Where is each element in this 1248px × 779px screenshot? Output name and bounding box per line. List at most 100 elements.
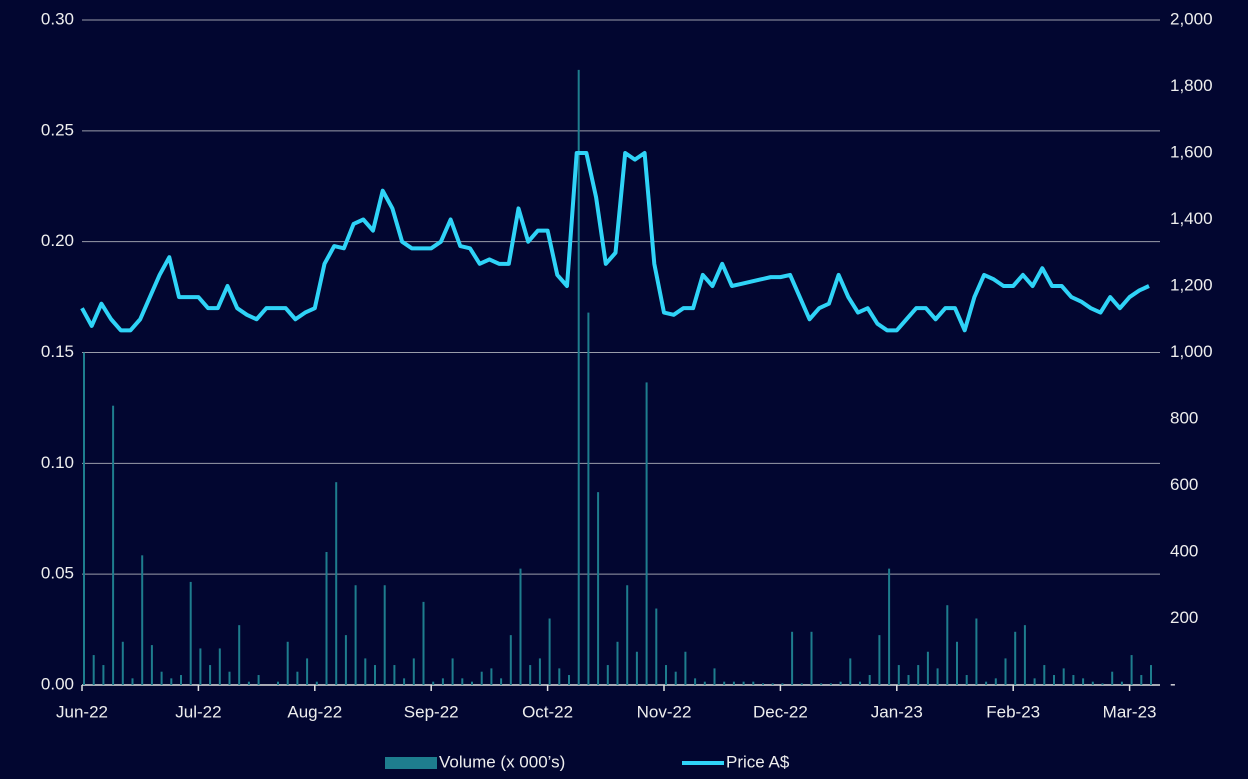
volume-bar [141, 555, 144, 685]
legend-label: Price A$ [726, 752, 790, 771]
volume-bar [364, 658, 367, 685]
volume-bar [888, 568, 891, 685]
x-tick-label: Jul-22 [175, 702, 221, 721]
volume-bar [558, 668, 561, 685]
x-tick-label: Dec-22 [753, 702, 808, 721]
volume-bar [1053, 675, 1055, 685]
volume-bar [509, 635, 512, 685]
volume-bar [1014, 631, 1017, 685]
volume-bar [277, 681, 279, 685]
y2-tick-label: 400 [1170, 541, 1198, 560]
volume-bar [383, 585, 386, 685]
volume-bar [286, 641, 289, 685]
price-line [80, 151, 1150, 333]
volume-bar [92, 655, 95, 685]
volume-bar [655, 608, 658, 685]
volume-bar [451, 658, 454, 685]
x-tick-label: Jan-23 [871, 702, 923, 721]
volume-bar [762, 683, 764, 685]
volume-bar [180, 675, 182, 685]
x-tick-label: Jun-22 [56, 702, 108, 721]
volume-bar [335, 482, 338, 685]
volume-bar [121, 641, 124, 685]
volume-bar [897, 665, 900, 685]
volume-bar [907, 675, 910, 685]
volume-bar [170, 678, 173, 685]
volume-bar [112, 405, 115, 685]
x-tick-label: Aug-22 [287, 702, 342, 721]
volume-bar [354, 585, 357, 685]
volume-bar [1004, 658, 1007, 685]
volume-bar [403, 678, 406, 685]
volume-bar [1101, 683, 1104, 685]
volume-bar [810, 631, 813, 685]
volume-bar [956, 641, 958, 685]
volume-bar [936, 668, 939, 685]
volume-bar [635, 651, 638, 685]
y-tick-label: 0.15 [41, 342, 74, 361]
volume-bar [548, 618, 551, 685]
volume-bar [306, 658, 309, 685]
volume-bar [209, 665, 212, 685]
y-tick-label: 0.30 [41, 9, 74, 28]
volume-bar [820, 683, 823, 685]
volume-bar [480, 671, 483, 685]
volume-bar [732, 681, 735, 685]
y2-tick-label: 2,000 [1170, 9, 1213, 28]
volume-bar [441, 678, 444, 685]
volume-bar [742, 681, 745, 685]
y2-tick-label: 1,200 [1170, 275, 1213, 294]
volume-bar [1111, 671, 1114, 685]
volume-bar [432, 681, 435, 685]
x-tick-label: Feb-23 [986, 702, 1040, 721]
volume-bar [616, 641, 619, 685]
volume-bar [199, 648, 202, 685]
x-tick-label: Nov-22 [637, 702, 692, 721]
x-tick-label: Oct-22 [522, 702, 573, 721]
volume-bar [713, 668, 716, 685]
volume-bar [868, 675, 871, 685]
volume-bar [703, 681, 706, 685]
volume-bar [684, 651, 687, 685]
legend-swatch [385, 757, 437, 769]
x-tick-label: Mar-23 [1103, 702, 1157, 721]
volume-bar [839, 681, 842, 685]
volume-bar [859, 681, 861, 685]
volume-bar [878, 635, 881, 685]
volume-bar [1130, 655, 1133, 685]
volume-bar [752, 681, 755, 685]
volume-bar [393, 665, 396, 685]
volume-bar [1023, 625, 1026, 685]
volume-bar [1120, 681, 1123, 685]
volume-bar [1091, 681, 1094, 685]
volume-bar [529, 665, 532, 685]
volume-bar [1082, 678, 1085, 685]
y2-tick-label: 1,000 [1170, 342, 1213, 361]
y2-tick-label: 600 [1170, 475, 1198, 494]
volume-bar [674, 671, 677, 685]
volume-bar [781, 683, 784, 685]
volume-bar [606, 665, 609, 685]
y2-tick-label: 800 [1170, 408, 1198, 427]
y2-tick-label: 1,600 [1170, 142, 1213, 161]
volume-bar [247, 681, 250, 685]
volume-bar [102, 665, 105, 685]
volume-bar [519, 568, 522, 685]
y2-tick-label: 1,400 [1170, 209, 1213, 228]
y-tick-label: 0.25 [41, 120, 74, 139]
volume-bar [694, 678, 697, 685]
volume-bar [160, 671, 163, 685]
volume-bar [800, 683, 803, 685]
volume-bar [965, 675, 968, 685]
volume-bar [344, 635, 347, 685]
volume-bar [587, 312, 590, 685]
volume-bar [83, 352, 85, 685]
volume-bar [228, 671, 231, 685]
volume-bar [412, 658, 415, 685]
volume-bar [849, 658, 852, 685]
volume-bar [218, 648, 221, 685]
volume-bar [985, 681, 988, 685]
volume-bar [257, 675, 260, 685]
